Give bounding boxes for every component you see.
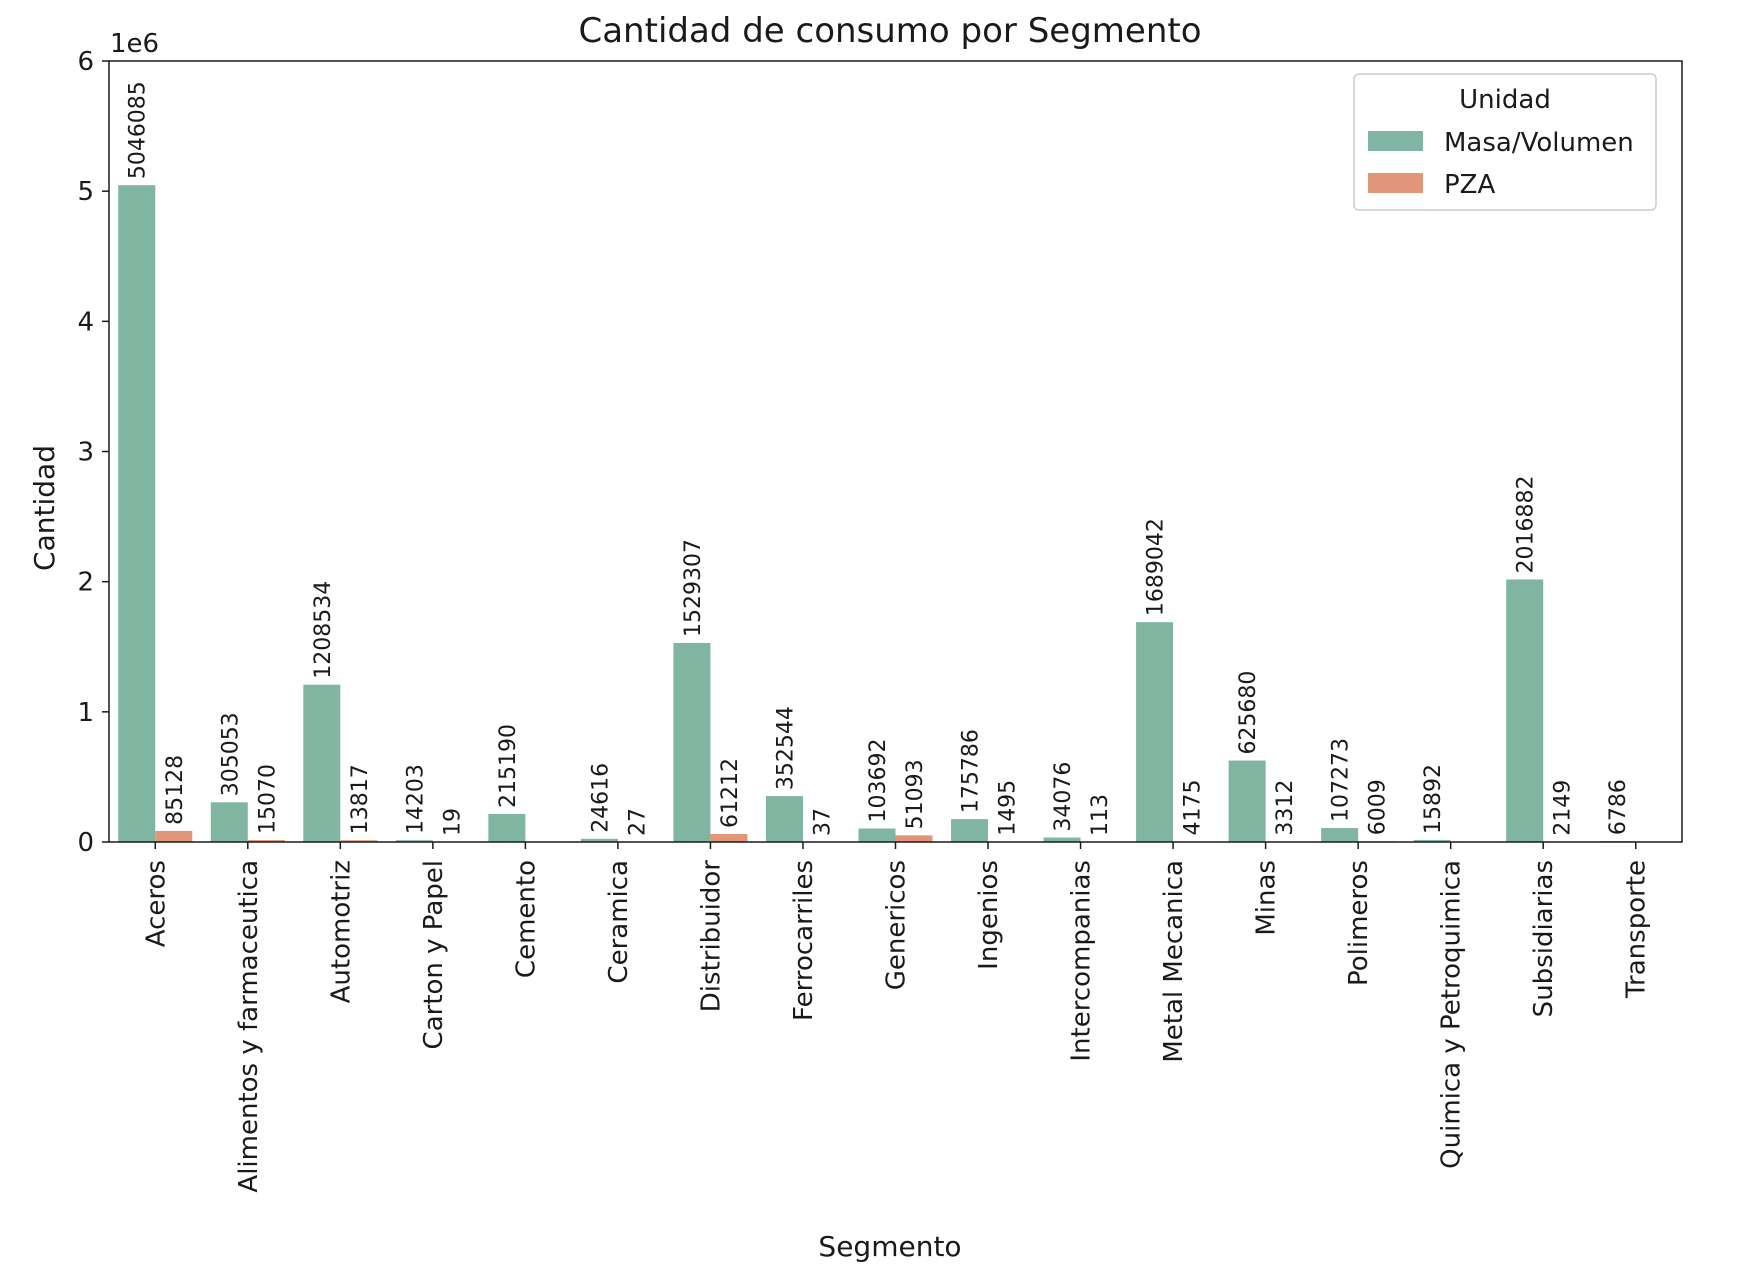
data-label-pza-automotriz: 13817 <box>348 764 373 834</box>
x-tick-label-metal-mecanica: Metal Mecanica <box>1159 860 1189 1063</box>
legend-swatch-masa-volumen <box>1368 131 1423 151</box>
y-offset-label: 1e6 <box>110 29 159 59</box>
x-tick-label-carton-y-papel: Carton y Papel <box>419 860 449 1049</box>
y-tick-label-4: 4 <box>77 307 94 337</box>
data-label-masa-volumen-genericos: 103692 <box>866 739 891 823</box>
data-label-masa-volumen-minas: 625680 <box>1236 671 1261 755</box>
data-label-pza-subsidiarias: 2149 <box>1551 780 1576 836</box>
x-tick-label-minas: Minas <box>1252 860 1282 936</box>
legend-label-pza: PZA <box>1444 170 1495 200</box>
bar-masa-volumen-distribuidor <box>673 642 711 842</box>
data-label-masa-volumen-carton-y-papel: 14203 <box>403 764 428 834</box>
data-label-masa-volumen-subsidiarias: 2016882 <box>1514 475 1539 573</box>
y-tick-label-6: 6 <box>77 47 94 77</box>
data-label-pza-ferrocarriles: 37 <box>810 808 835 836</box>
x-tick-label-ferrocarriles: Ferrocarriles <box>789 860 819 1021</box>
data-label-masa-volumen-transporte: 6786 <box>1606 779 1631 835</box>
data-label-masa-volumen-ingenios: 175786 <box>959 729 984 813</box>
y-tick-label-2: 2 <box>77 568 94 598</box>
bar-masa-volumen-ingenios <box>951 819 989 842</box>
bar-pza-aceros <box>155 830 193 842</box>
x-tick-label-transporte: Transporte <box>1622 860 1652 999</box>
bar-masa-volumen-polimeros <box>1321 828 1359 842</box>
x-tick-label-polimeros: Polimeros <box>1344 860 1374 986</box>
data-label-masa-volumen-aceros: 5046085 <box>126 81 151 179</box>
bar-pza-genericos <box>895 835 933 842</box>
bar-masa-volumen-subsidiarias <box>1506 579 1544 842</box>
bar-masa-volumen-carton-y-papel <box>395 840 433 842</box>
x-axis-label: Segmento <box>818 1230 961 1263</box>
data-label-masa-volumen-intercompanias: 34076 <box>1051 762 1076 832</box>
x-tick-label-quimica-y-petroquimica: Quimica y Petroquimica <box>1437 860 1467 1169</box>
data-label-masa-volumen-quimica-y-petroquimica: 15892 <box>1421 764 1446 834</box>
x-tick-label-distribuidor: Distribuidor <box>696 860 726 1013</box>
plot-frame <box>108 60 1683 843</box>
bar-masa-volumen-ceramica <box>580 838 618 842</box>
x-tick-label-intercompanias: Intercompanias <box>1067 860 1097 1062</box>
bar-masa-volumen-aceros <box>118 185 156 842</box>
data-labels-group: 5046085 85128 305053 15070 1208534 13817 14203… <box>126 81 1631 836</box>
x-tick-label-ingenios: Ingenios <box>974 860 1004 970</box>
bar-masa-volumen-genericos <box>858 828 896 842</box>
data-label-pza-distribuidor: 61212 <box>718 758 743 828</box>
y-tick-label-1: 1 <box>77 698 94 728</box>
y-tick-label-5: 5 <box>77 177 94 207</box>
data-label-pza-polimeros: 6009 <box>1366 779 1391 835</box>
axes-group: Aceros Alimentos y farmaceutica Automotriz… <box>77 47 1683 1193</box>
data-label-masa-volumen-ferrocarriles: 352544 <box>773 706 798 790</box>
data-label-pza-aceros: 85128 <box>163 755 188 825</box>
data-label-pza-ceramica: 27 <box>625 808 650 836</box>
data-label-masa-volumen-metal-mecanica: 1689042 <box>1144 518 1169 616</box>
x-tick-label-aceros: Aceros <box>141 860 171 947</box>
bar-masa-volumen-cemento <box>488 813 526 842</box>
data-label-masa-volumen-cemento: 215190 <box>496 724 521 808</box>
bar-masa-volumen-quimica-y-petroquimica <box>1413 839 1451 842</box>
bar-masa-volumen-alimentos-y-farmaceutica <box>210 802 248 842</box>
legend: Unidad Masa/Volumen PZA <box>1353 73 1657 211</box>
data-label-pza-genericos: 51093 <box>903 759 928 829</box>
y-axis-label: Cantidad <box>28 445 61 571</box>
y-tick-label-0: 0 <box>77 828 94 858</box>
y-tick-label-3: 3 <box>77 438 94 468</box>
legend-title: Unidad <box>1459 85 1551 115</box>
data-label-masa-volumen-distribuidor: 1529307 <box>681 539 706 637</box>
bar-pza-distribuidor <box>710 834 748 842</box>
bar-pza-alimentos-y-farmaceutica <box>247 840 285 842</box>
data-label-pza-metal-mecanica: 4175 <box>1181 779 1206 835</box>
data-label-masa-volumen-ceramica: 24616 <box>588 763 613 833</box>
x-tick-label-alimentos-y-farmaceutica: Alimentos y farmaceutica <box>234 860 264 1193</box>
x-tick-label-cemento: Cemento <box>511 860 541 978</box>
bar-masa-volumen-ferrocarriles <box>765 796 803 842</box>
data-label-pza-carton-y-papel: 19 <box>440 808 465 836</box>
data-label-masa-volumen-automotriz: 1208534 <box>311 581 336 679</box>
legend-label-masa-volumen: Masa/Volumen <box>1444 128 1634 158</box>
data-label-pza-alimentos-y-farmaceutica: 15070 <box>255 764 280 834</box>
data-label-masa-volumen-polimeros: 107273 <box>1329 738 1354 822</box>
data-label-pza-ingenios: 1495 <box>996 780 1021 836</box>
x-tick-label-automotriz: Automotriz <box>326 860 356 1003</box>
x-tick-label-subsidiarias: Subsidiarias <box>1529 860 1559 1017</box>
x-tick-label-ceramica: Ceramica <box>604 860 634 984</box>
bar-pza-automotriz <box>340 840 378 842</box>
bars-group <box>118 185 1636 842</box>
data-label-masa-volumen-alimentos-y-farmaceutica: 305053 <box>218 712 243 796</box>
bar-masa-volumen-automotriz <box>303 684 341 842</box>
data-label-pza-intercompanias: 113 <box>1088 794 1113 836</box>
x-tick-label-genericos: Genericos <box>882 860 912 990</box>
legend-frame <box>1353 73 1657 211</box>
chart-title: Cantidad de consumo por Segmento <box>578 11 1201 51</box>
legend-swatch-pza <box>1368 173 1423 193</box>
bar-masa-volumen-metal-mecanica <box>1136 622 1174 842</box>
bar-masa-volumen-minas <box>1228 760 1266 842</box>
data-label-pza-minas: 3312 <box>1273 780 1298 836</box>
bar-masa-volumen-intercompanias <box>1043 837 1081 842</box>
